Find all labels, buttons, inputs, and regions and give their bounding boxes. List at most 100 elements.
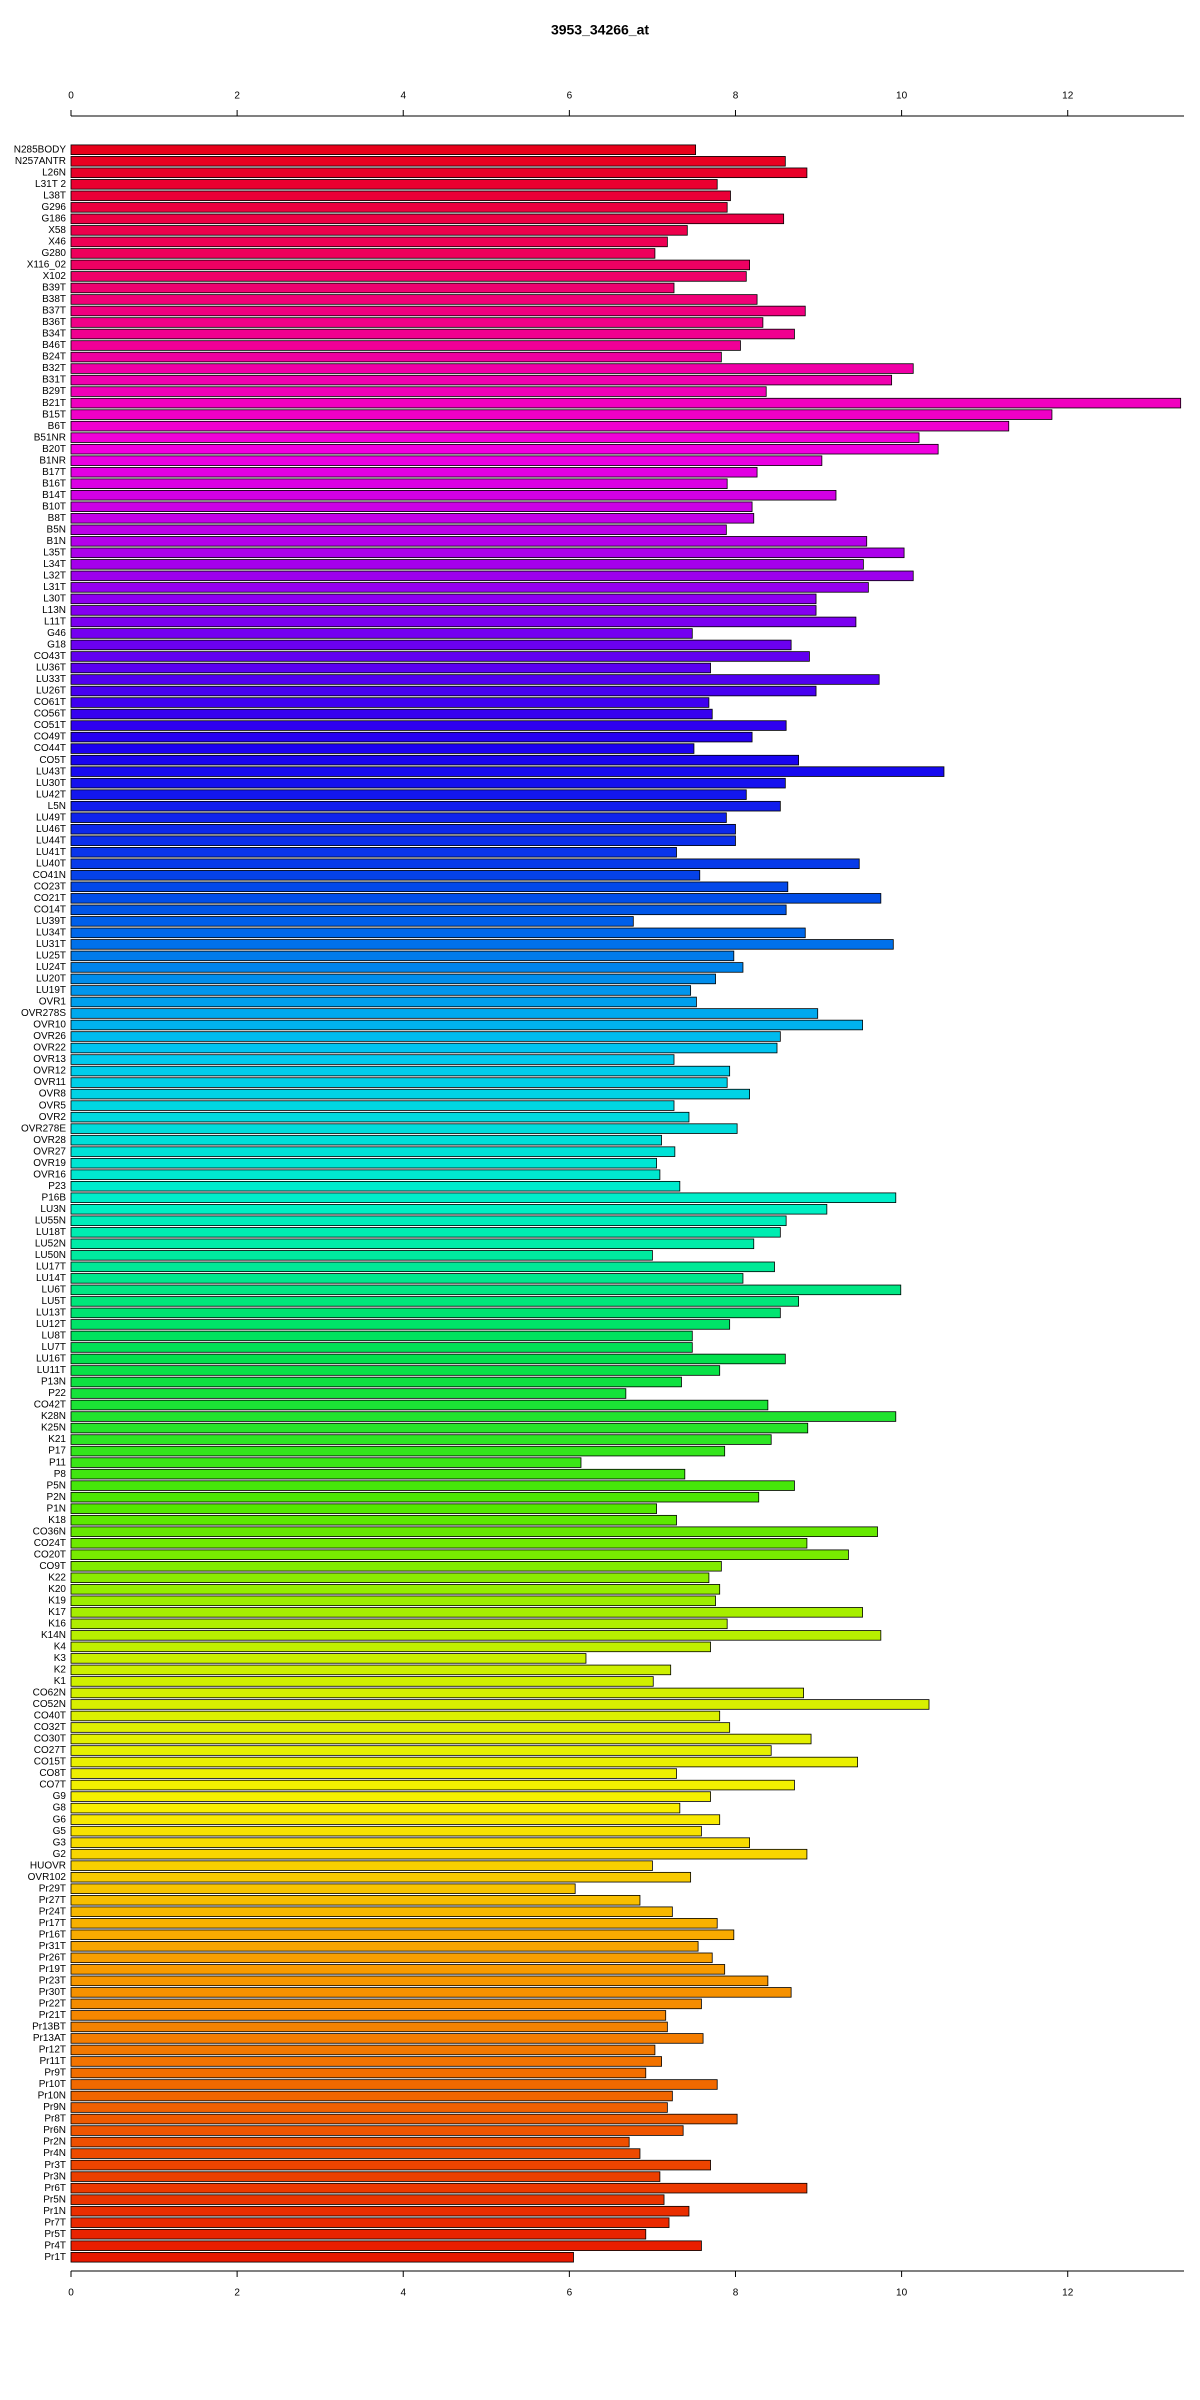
y-tick-label: CO15T: [34, 1757, 66, 1768]
y-tick-label: LU44T: [36, 835, 66, 846]
bar: [70, 916, 634, 927]
bar: [70, 1215, 787, 1227]
bar: [70, 639, 792, 651]
y-tick-label: B21T: [42, 398, 66, 409]
bar: [70, 1975, 769, 1987]
y-tick-label: Pr10T: [39, 2079, 66, 2090]
bar: [70, 144, 697, 155]
bar: [70, 317, 764, 328]
bar: [70, 950, 735, 962]
y-tick-label: G5: [53, 1826, 67, 1837]
y-tick-label: L31T: [43, 582, 66, 593]
bar: [70, 2067, 647, 2079]
y-tick-label: LU55N: [35, 1215, 66, 1226]
y-tick-label: CO30T: [34, 1734, 66, 1745]
y-tick-label: L35T: [43, 547, 66, 558]
y-tick-label: LU33T: [36, 674, 66, 685]
bar: [70, 466, 758, 478]
bar: [70, 1802, 681, 1814]
y-tick-label: G296: [42, 202, 67, 213]
y-tick-label: CO5T: [39, 755, 66, 766]
y-tick-label: CO49T: [34, 732, 66, 743]
y-tick-label: K4: [54, 1642, 67, 1653]
y-tick-label: K22: [48, 1572, 66, 1583]
bar: [70, 1526, 878, 1537]
bar: [70, 2136, 630, 2148]
bar: [70, 777, 786, 789]
bar: [70, 1814, 721, 1825]
bar: [70, 2102, 668, 2113]
bar: [70, 513, 755, 524]
y-tick-label: P16B: [42, 1192, 67, 1203]
y-tick-label: LU42T: [36, 789, 66, 800]
bar: [70, 2182, 808, 2194]
y-tick-label: CO42T: [34, 1400, 66, 1411]
bar: [70, 1848, 808, 1860]
bar: [70, 1964, 726, 1975]
y-tick-label: K28N: [41, 1411, 66, 1422]
y-tick-label: B10T: [42, 501, 66, 512]
bar: [70, 593, 817, 605]
y-tick-label: Pr23T: [39, 1975, 66, 1986]
bar: [70, 202, 728, 213]
y-tick-label: Pr19T: [39, 1964, 66, 1975]
y-tick-label: G280: [42, 248, 67, 259]
bar: [70, 1019, 863, 1031]
y-tick-label: Pr3N: [43, 2171, 66, 2182]
y-tick-label: Pr4N: [43, 2148, 66, 2159]
bar: [70, 858, 860, 870]
y-tick-label: P22: [48, 1388, 66, 1399]
bar: [70, 1952, 713, 1964]
bar: [70, 1042, 778, 1054]
y-tick-label: B32T: [42, 363, 66, 374]
bar: [70, 1319, 731, 1330]
bar: [70, 685, 817, 697]
y-tick-label: CO56T: [34, 709, 66, 720]
y-tick-label: G2: [53, 1849, 67, 1860]
y-tick-label: B24T: [42, 352, 66, 363]
y-tick-label: LU19T: [36, 985, 66, 996]
y-tick-label: K14N: [41, 1630, 66, 1641]
y-tick-label: Pr5T: [44, 2229, 66, 2240]
bar: [70, 789, 747, 800]
y-tick-label: OVR22: [33, 1043, 66, 1054]
bar: [70, 432, 920, 443]
bar: [70, 1422, 809, 1434]
y-tick-label: L38T: [43, 190, 66, 201]
bar: [70, 1342, 693, 1353]
y-tick-label: B6T: [48, 421, 66, 432]
bar: [70, 628, 693, 639]
y-tick-label: LU11T: [37, 1365, 66, 1376]
bar: [70, 2148, 641, 2159]
bar: [70, 939, 894, 950]
bar: [70, 2228, 647, 2240]
bar: [70, 1941, 699, 1952]
y-tick-label: LU26T: [36, 686, 66, 697]
x-tick-label: 2: [234, 2288, 240, 2299]
y-tick-label: CO9T: [39, 1561, 66, 1572]
bar: [70, 1123, 738, 1134]
y-tick-label: G9: [53, 1791, 67, 1802]
bar: [70, 2252, 574, 2263]
y-tick-label: G8: [53, 1803, 67, 1814]
y-tick-label: K21: [48, 1434, 66, 1445]
bar: [70, 2205, 690, 2217]
y-tick-label: OVR19: [33, 1158, 66, 1169]
bar: [70, 1618, 728, 1630]
bar: [70, 2194, 665, 2205]
bar: [70, 2159, 711, 2171]
bar: [70, 1537, 808, 1549]
y-tick-label: LU12T: [36, 1319, 66, 1330]
bar: [70, 812, 727, 823]
y-tick-label: CO27T: [34, 1745, 66, 1756]
y-tick-label: Pr9T: [44, 2068, 66, 2079]
y-tick-label: B29T: [42, 386, 66, 397]
y-tick-label: P1N: [47, 1503, 66, 1514]
bar: [70, 1929, 735, 1941]
bar: [70, 1491, 760, 1503]
y-tick-label: HUOVR: [30, 1860, 66, 1871]
y-tick-label: Pr31T: [39, 1941, 66, 1952]
y-tick-label: CO20T: [34, 1549, 66, 1560]
bar: [70, 708, 713, 720]
